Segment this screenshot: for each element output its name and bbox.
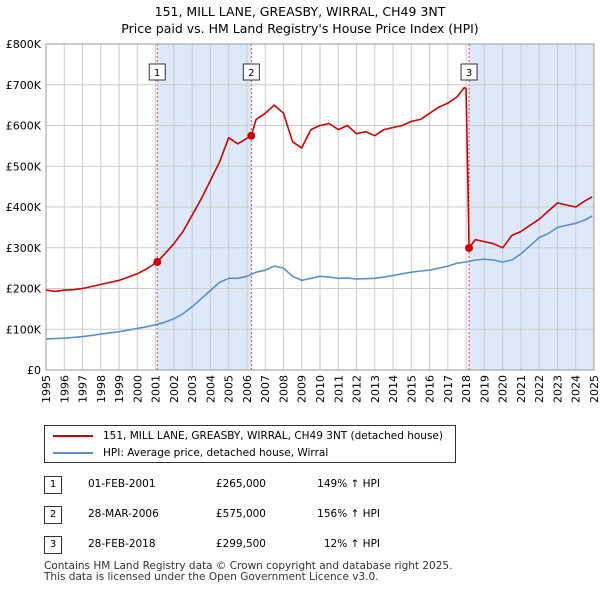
- footer-notice: Contains HM Land Registry data © Crown c…: [44, 561, 452, 583]
- x-tick-label: 2022: [533, 375, 546, 403]
- chart-subtitle: Price paid vs. HM Land Registry's House …: [121, 21, 479, 36]
- sale-number-badge: 3: [44, 536, 62, 554]
- chart-legend: 151, MILL LANE, GREASBY, WIRRAL, CH49 3N…: [44, 425, 456, 463]
- footer-licence: This data is licensed under the Open Gov…: [44, 571, 379, 583]
- x-tick-label: 2000: [131, 375, 144, 403]
- sale-date: 28-MAR-2006: [88, 508, 159, 520]
- legend-item-hpi: HPI: Average price, detached house, Wirr…: [53, 445, 328, 461]
- x-tick-label: 2013: [369, 375, 382, 403]
- y-tick-label: £700K: [6, 79, 42, 92]
- sale-date: 28-FEB-2018: [88, 538, 156, 550]
- x-tick-label: 2023: [551, 375, 564, 403]
- sale-hpi-change: 12% ↑ HPI: [323, 538, 380, 550]
- x-tick-label: 2007: [259, 375, 272, 403]
- x-tick-label: 2003: [186, 375, 199, 403]
- sale-number-box: [242, 63, 260, 81]
- y-tick-label: £200K: [6, 283, 42, 296]
- sale-number-label: 3: [466, 68, 472, 79]
- table-row: 1 01-FEB-2001 £265,000 149% ↑ HPI: [44, 476, 404, 494]
- x-tick-label: 2004: [204, 375, 217, 403]
- x-tick-label: 2006: [241, 375, 254, 403]
- x-tick-label: 2008: [277, 375, 290, 403]
- x-tick-label: 2020: [497, 375, 510, 403]
- legend-label-property: 151, MILL LANE, GREASBY, WIRRAL, CH49 3N…: [103, 430, 443, 442]
- y-tick-label: £300K: [6, 242, 42, 255]
- sale-price: £299,500: [215, 538, 266, 550]
- x-tick-label: 2002: [168, 375, 181, 403]
- x-tick-label: 2009: [296, 375, 309, 403]
- sale-number-box: [148, 63, 166, 81]
- x-tick-label: 2012: [351, 375, 364, 403]
- x-tick-label: 2010: [314, 375, 327, 403]
- x-tick-label: 1998: [95, 375, 108, 403]
- sale-number-label: 2: [248, 68, 254, 79]
- x-tick-label: 2016: [424, 375, 437, 403]
- sale-point: [465, 243, 474, 252]
- sale-point: [153, 258, 162, 267]
- x-tick-label: 2019: [478, 375, 491, 403]
- x-tick-label: 2017: [442, 375, 455, 403]
- y-tick-label: £400K: [6, 201, 42, 214]
- y-tick-label: £0: [27, 364, 41, 377]
- sale-price: £575,000: [215, 508, 266, 520]
- y-tick-label: £100K: [6, 323, 42, 336]
- x-tick-label: 2021: [515, 375, 528, 403]
- legend-label-hpi: HPI: Average price, detached house, Wirr…: [103, 447, 329, 459]
- footer-copyright: Contains HM Land Registry data © Crown c…: [44, 560, 453, 572]
- sale-number-badge: 1: [44, 476, 62, 494]
- sale-date: 01-FEB-2001: [88, 478, 156, 490]
- y-tick-label: £800K: [6, 38, 42, 51]
- chart-title-address: 151, MILL LANE, GREASBY, WIRRAL, CH49 3N…: [154, 4, 446, 19]
- x-tick-label: 2014: [387, 375, 400, 403]
- x-tick-label: 2001: [150, 375, 163, 403]
- sale-price: £265,000: [215, 478, 266, 490]
- price-chart: £0 £100K £200K £300K £400K £500K £600K £700K £80…: [6, 38, 600, 403]
- legend-swatch-hpi: [53, 452, 93, 454]
- x-tick-label: 2015: [405, 375, 418, 403]
- x-tick-label: 1995: [40, 375, 53, 403]
- x-tick-label: 1997: [77, 375, 90, 403]
- property-price-line: [45, 86, 593, 293]
- x-tick-label: 2024: [570, 375, 583, 403]
- x-tick-label: 1996: [58, 375, 71, 403]
- x-tick-label: 2025: [588, 375, 600, 403]
- plot-border: [45, 43, 595, 371]
- x-tick-label: 2018: [460, 375, 473, 403]
- y-tick-label: £500K: [6, 160, 42, 173]
- table-row: 3 28-FEB-2018 £299,500 12% ↑ HPI: [44, 536, 404, 554]
- hpi-line: [45, 215, 593, 340]
- y-tick-label: £600K: [6, 120, 42, 133]
- legend-item-property: 151, MILL LANE, GREASBY, WIRRAL, CH49 3N…: [53, 428, 443, 444]
- sale-hpi-change: 156% ↑ HPI: [317, 508, 380, 520]
- sale-hpi-change: 149% ↑ HPI: [317, 478, 380, 490]
- x-tick-label: 1999: [113, 375, 126, 403]
- sale-point: [247, 131, 256, 140]
- x-tick-label: 2005: [223, 375, 236, 403]
- table-row: 2 28-MAR-2006 £575,000 156% ↑ HPI: [44, 506, 404, 524]
- legend-swatch-property: [53, 435, 93, 437]
- sale-number-label: 1: [154, 68, 160, 79]
- sale-number-box: [460, 63, 478, 81]
- sale-number-badge: 2: [44, 506, 62, 524]
- x-tick-label: 2011: [332, 375, 345, 403]
